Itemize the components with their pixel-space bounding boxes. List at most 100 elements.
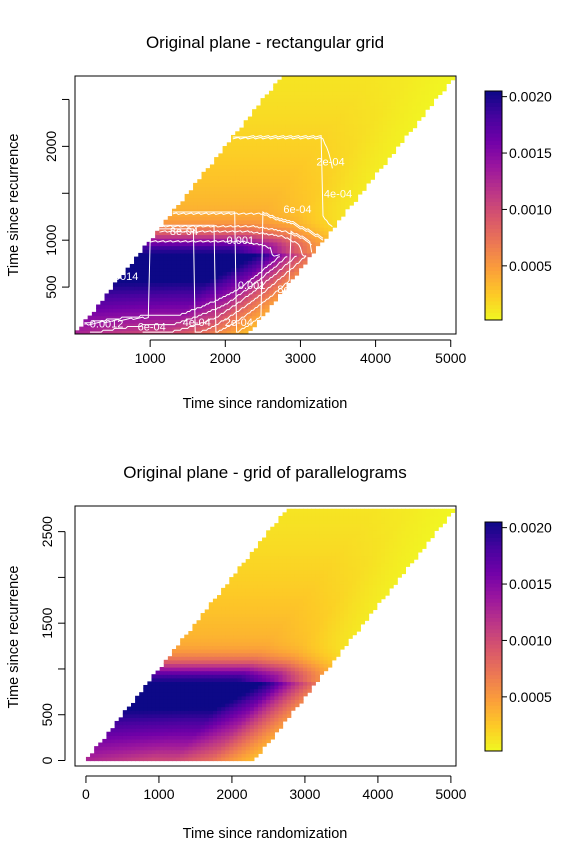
heatmap-cell: [298, 591, 304, 596]
heatmap-cell: [264, 208, 270, 213]
heatmap-cell: [298, 190, 304, 195]
heatmap-cell: [290, 684, 296, 690]
heatmap-cell: [315, 645, 320, 650]
heatmap-cell: [256, 134, 262, 140]
heatmap-cell: [319, 105, 325, 110]
heatmap-cell: [260, 109, 266, 114]
heatmap-cell: [106, 735, 112, 740]
heatmap-cell: [274, 634, 280, 639]
heatmap-cell: [270, 645, 275, 650]
heatmap-cell: [192, 746, 198, 751]
heatmap-cell: [192, 670, 198, 675]
heatmap-cell: [429, 98, 435, 103]
heatmap-cell: [171, 293, 177, 298]
heatmap-cell: [273, 241, 278, 247]
heatmap-cell: [91, 311, 97, 317]
heatmap-cell: [331, 595, 337, 600]
heatmap-cell: [249, 645, 255, 650]
heatmap-cell: [298, 656, 304, 661]
heatmap-cell: [323, 146, 329, 151]
heatmap-cell: [368, 591, 374, 596]
heatmap-cell: [237, 623, 243, 629]
heatmap-cell: [294, 164, 300, 169]
heatmap-cell: [208, 656, 214, 661]
heatmap-cell: [323, 595, 329, 600]
heatmap-cell: [247, 208, 253, 213]
heatmap-cell: [328, 105, 333, 110]
heatmap-cell: [290, 197, 295, 202]
heatmap-cell: [171, 688, 177, 693]
heatmap-cell: [303, 587, 308, 593]
heatmap-cell: [129, 300, 135, 306]
heatmap-cell: [226, 142, 232, 147]
heatmap-cell: [277, 219, 283, 225]
heatmap-cell: [268, 238, 274, 243]
heatmap-cell: [184, 205, 190, 210]
heatmap-cell: [382, 120, 388, 125]
heatmap-cell: [131, 713, 136, 718]
heatmap-cell: [143, 742, 148, 747]
heatmap-cell: [147, 692, 153, 697]
heatmap-cell: [266, 627, 271, 632]
heatmap-cell: [257, 602, 263, 607]
colorbar-swatch: [485, 197, 502, 203]
heatmap-cell: [335, 652, 341, 657]
heatmap-cell: [416, 90, 422, 96]
heatmap-cell: [184, 289, 190, 295]
heatmap-cell: [104, 311, 110, 317]
heatmap-cell: [429, 94, 435, 99]
heatmap-cell: [277, 208, 283, 213]
heatmap-cell: [319, 212, 325, 217]
heatmap-cell: [117, 282, 122, 287]
heatmap-cell: [270, 631, 275, 636]
heatmap-cell: [298, 638, 304, 643]
heatmap-cell: [176, 749, 181, 754]
heatmap-cell: [125, 275, 131, 280]
heatmap-cell: [108, 315, 114, 320]
heatmap-cell: [134, 275, 139, 280]
heatmap-cell: [252, 252, 257, 258]
heatmap-cell: [159, 311, 165, 317]
heatmap-cell: [243, 182, 249, 188]
heatmap-cell: [294, 190, 300, 195]
heatmap-cell: [294, 142, 300, 147]
heatmap-cell: [237, 702, 243, 708]
heatmap-cell: [235, 308, 241, 313]
heatmap-cell: [339, 638, 345, 643]
heatmap-cell: [306, 252, 312, 258]
heatmap-cell: [197, 197, 203, 202]
heatmap-cell: [239, 249, 245, 254]
heatmap-cell: [201, 219, 207, 225]
heatmap-cell: [361, 171, 367, 177]
heatmap-cell: [229, 613, 234, 618]
heatmap-cell: [121, 300, 127, 306]
colorbar-swatch: [485, 213, 502, 218]
heatmap-cell: [399, 127, 405, 132]
heatmap-cell: [252, 120, 257, 125]
heatmap-cell: [204, 735, 210, 740]
heatmap-cell: [167, 706, 173, 711]
heatmap-cell: [197, 205, 203, 210]
heatmap-cell: [311, 208, 316, 213]
heatmap-cell: [336, 112, 342, 118]
heatmap-cell: [176, 756, 181, 762]
heatmap-cell: [298, 241, 304, 247]
heatmap-cell: [268, 271, 274, 276]
heatmap-cell: [151, 710, 157, 715]
heatmap-cell: [200, 724, 206, 729]
heatmap-cell: [303, 670, 308, 675]
heatmap-cell: [155, 738, 161, 744]
heatmap-cell: [134, 304, 139, 309]
heatmap-cell: [274, 631, 280, 636]
heatmap-cell: [146, 326, 152, 331]
heatmap-cell: [221, 742, 226, 747]
heatmap-cell: [285, 219, 291, 225]
heatmap-cell: [233, 753, 239, 758]
heatmap-cell: [266, 634, 271, 639]
heatmap-cell: [290, 94, 295, 99]
heatmap-cell: [114, 749, 120, 754]
heatmap-cell: [382, 90, 388, 96]
heatmap-cell: [328, 120, 333, 125]
heatmap-cell: [298, 595, 304, 600]
heatmap-cell: [273, 230, 278, 236]
